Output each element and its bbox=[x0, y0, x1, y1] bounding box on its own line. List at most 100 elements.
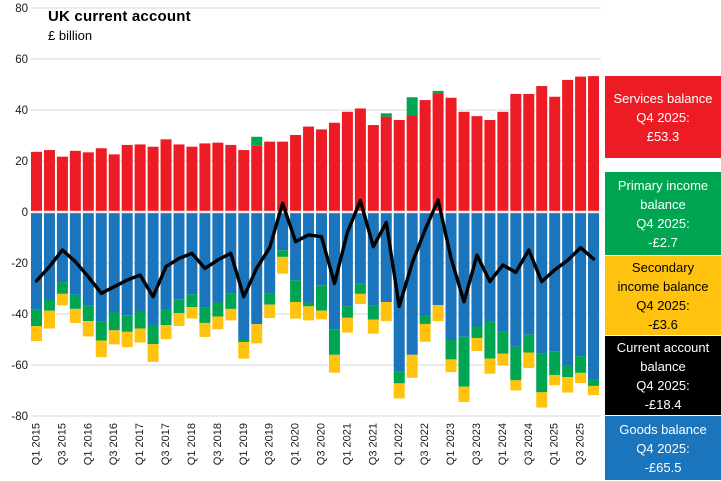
page-title: UK current account bbox=[48, 8, 191, 25]
bar-segment-secondary-income bbox=[419, 323, 431, 342]
bar-segment-services bbox=[367, 125, 379, 211]
legend-box-goods: Goods balance Q4 2025: -£65.5 bbox=[605, 416, 721, 480]
bar-segment-services bbox=[497, 111, 509, 211]
bar-segment-services bbox=[199, 143, 211, 211]
bar-segment-secondary-income bbox=[510, 380, 522, 391]
bar-segment-secondary-income bbox=[445, 359, 457, 373]
bar-segment-secondary-income bbox=[367, 319, 379, 334]
bar-segment-services bbox=[354, 108, 366, 211]
bar-segment-secondary-income bbox=[458, 386, 470, 402]
x-axis-tick-label: Q1 2016 bbox=[82, 423, 94, 465]
bar-segment-secondary-income bbox=[160, 325, 172, 340]
bar-segment-primary-income bbox=[56, 282, 68, 294]
bar-segment-primary-income bbox=[536, 353, 548, 393]
bar-segment-primary-income bbox=[251, 136, 263, 146]
y-axis-tick-label: 20 bbox=[15, 156, 28, 168]
bar-segment-primary-income bbox=[341, 306, 353, 318]
bar-segment-primary-income bbox=[303, 302, 315, 307]
bar-segment-services bbox=[147, 146, 159, 211]
svg-text:Q1 2015: Q1 2015 bbox=[31, 423, 43, 465]
bar-segment-secondary-income bbox=[251, 324, 263, 344]
bar-segment-primary-income bbox=[82, 305, 94, 322]
bar-segment-secondary-income bbox=[328, 354, 340, 373]
bar-segment-secondary-income bbox=[225, 308, 237, 321]
bar-segment-goods bbox=[393, 213, 405, 372]
bar-segment-primary-income bbox=[69, 294, 81, 309]
bar-segment-services bbox=[549, 96, 561, 211]
bar-segment-goods bbox=[173, 213, 185, 300]
bar-segment-goods bbox=[328, 213, 340, 330]
x-axis-tick-label: Q1 2015 bbox=[31, 423, 43, 465]
x-axis-tick-label: Q1 2023 bbox=[445, 423, 457, 465]
bar-segment-secondary-income bbox=[471, 337, 483, 351]
bar-segment-goods bbox=[354, 213, 366, 284]
x-axis-tick-label: Q1 2018 bbox=[186, 423, 198, 465]
bar-segment-services bbox=[173, 144, 185, 211]
x-axis-tick-label: Q1 2020 bbox=[290, 423, 302, 465]
bar-segment-primary-income bbox=[95, 321, 107, 341]
bar-segment-secondary-income bbox=[95, 340, 107, 358]
bar-segment-primary-income bbox=[471, 326, 483, 338]
bar-segment-services bbox=[69, 150, 81, 211]
bar-segment-primary-income bbox=[328, 329, 340, 355]
legend-value: -£65.5 bbox=[644, 459, 682, 475]
bar-segment-goods bbox=[510, 213, 522, 347]
bar-segment-primary-income bbox=[419, 315, 431, 324]
bar-segment-secondary-income bbox=[562, 377, 574, 393]
bar-segment-goods bbox=[458, 213, 470, 337]
bar-segment-services bbox=[536, 86, 548, 211]
bar-segment-goods bbox=[147, 213, 159, 325]
bar-segment-secondary-income bbox=[277, 256, 289, 274]
legend-label: Secondary income balance bbox=[617, 259, 709, 294]
bar-segment-secondary-income bbox=[549, 374, 561, 386]
bar-segment-secondary-income bbox=[108, 330, 120, 345]
bar-segment-primary-income bbox=[199, 307, 211, 323]
bar-segment-services bbox=[121, 144, 133, 211]
bar-segment-goods bbox=[277, 213, 289, 251]
bar-segment-primary-income bbox=[432, 90, 444, 94]
y-axis-tick-label: 0 bbox=[22, 207, 28, 219]
bar-segment-goods bbox=[588, 213, 600, 380]
bar-segment-services bbox=[341, 111, 353, 211]
current-account-line bbox=[34, 198, 596, 309]
bar-segment-secondary-income bbox=[536, 392, 548, 408]
bar-segment-services bbox=[523, 93, 535, 211]
legend-box-services: Services balance Q4 2025: £53.3 bbox=[605, 76, 721, 158]
svg-text:Q3 2018: Q3 2018 bbox=[212, 423, 224, 465]
bar-segment-goods bbox=[419, 213, 431, 316]
svg-text:Q3 2024: Q3 2024 bbox=[523, 423, 535, 465]
bar-segment-goods bbox=[303, 213, 315, 303]
bar-segment-goods bbox=[290, 213, 302, 281]
bar-segment-secondary-income bbox=[56, 293, 68, 306]
bar-segment-goods bbox=[445, 213, 457, 341]
bar-segment-goods bbox=[380, 213, 392, 303]
bar-segment-secondary-income bbox=[406, 354, 418, 378]
legend-box-current-account: Current account balance Q4 2025: -£18.4 bbox=[605, 336, 721, 415]
svg-text:Q3 2016: Q3 2016 bbox=[108, 423, 120, 465]
legend-panel: Services balance Q4 2025: £53.3 Primary … bbox=[605, 0, 721, 481]
bar-segment-services bbox=[316, 129, 327, 211]
bar-segment-services bbox=[393, 119, 405, 211]
bar-segment-services bbox=[380, 116, 392, 211]
bar-segment-secondary-income bbox=[484, 358, 496, 374]
bar-segment-primary-income bbox=[445, 340, 457, 360]
svg-text:Q1 2017: Q1 2017 bbox=[134, 423, 146, 465]
bar-segment-services bbox=[43, 150, 55, 211]
bar-segment-primary-income bbox=[134, 311, 146, 329]
bar-segment-services bbox=[419, 100, 431, 211]
bar-segment-primary-income bbox=[562, 365, 574, 378]
bar-segment-services bbox=[134, 144, 146, 211]
bar-segment-secondary-income bbox=[354, 293, 366, 305]
bar-segment-services bbox=[432, 93, 444, 211]
bar-segment-goods bbox=[575, 213, 587, 357]
bar-segment-secondary-income bbox=[69, 308, 81, 323]
legend-period: Q4 2025: bbox=[636, 377, 690, 393]
bar-segment-secondary-income bbox=[432, 305, 444, 322]
bar-segment-goods bbox=[562, 213, 574, 365]
bar-segment-goods bbox=[95, 213, 107, 322]
legend-value: -£18.4 bbox=[644, 396, 682, 412]
bar-segment-services bbox=[458, 111, 470, 211]
bar-segment-primary-income bbox=[173, 299, 185, 314]
svg-text:Q1 2018: Q1 2018 bbox=[186, 423, 198, 465]
bar-segment-primary-income bbox=[212, 302, 224, 317]
